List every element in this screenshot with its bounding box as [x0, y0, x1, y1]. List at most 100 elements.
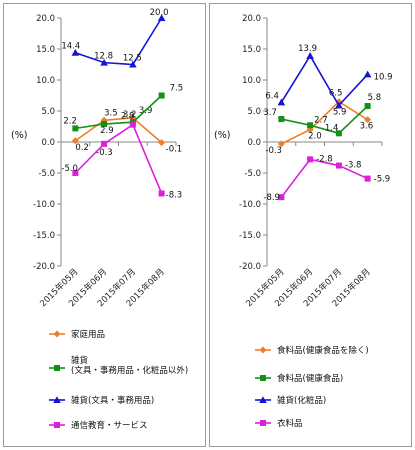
data-label: 7.5 [170, 84, 184, 94]
y-tick-label: 5.0 [41, 107, 55, 117]
y-tick-label: -5.0 [244, 169, 261, 179]
series-line [281, 100, 369, 145]
y-tick-label: -20.0 [33, 262, 55, 272]
y-tick-label: 10.0 [36, 76, 55, 86]
data-label: 10.9 [374, 72, 393, 82]
legend-label: 雑貨(化粧品) [277, 395, 326, 406]
data-point [278, 194, 285, 201]
series-line [74, 116, 163, 144]
legend-marker [53, 396, 61, 403]
legend-marker [260, 375, 266, 381]
data-point [306, 52, 314, 59]
series-line [280, 158, 368, 198]
legend-marker [259, 396, 267, 403]
data-label: 3.5 [104, 108, 118, 118]
data-label: 2.8 [121, 112, 135, 122]
data-point [71, 48, 80, 56]
y-tick-label: -20.0 [239, 262, 261, 272]
chart-panel-right: 20.0 15.0 10.0 5.0 0.0 -5.0 -10.0 -15.0 -20.0 (%)… [209, 3, 412, 447]
data-point [278, 116, 285, 123]
data-label: -0.3 [96, 148, 113, 158]
data-point [129, 60, 137, 68]
legend-label: 通信教育・サービス [71, 420, 148, 431]
data-label: -0.1 [166, 145, 183, 155]
data-point [72, 170, 79, 176]
data-label: 14.4 [61, 42, 80, 52]
y-tick-label: 0.0 [247, 138, 261, 148]
data-label: 20.0 [150, 8, 169, 18]
legend-label: 衣料品 [277, 418, 303, 429]
data-label: 6.4 [265, 91, 279, 101]
data-point [158, 139, 166, 147]
data-point [157, 14, 166, 21]
series-line [281, 105, 369, 135]
data-label: 2.7 [314, 115, 328, 125]
data-point [129, 121, 136, 128]
series-line [75, 17, 163, 66]
data-label: -8.3 [166, 190, 183, 200]
data-point [101, 121, 108, 128]
chart-panel-left: 20.0 15.0 10.0 5.0 0.0 -5.0 -10.0 -15.0 -20.0 (%)… [3, 3, 206, 447]
y-tick-label: -10.0 [239, 200, 261, 210]
y-axis-label: (%) [11, 130, 27, 141]
legend-label: 雑貨(文具・事務用品・化粧品以外) [71, 355, 188, 376]
data-point [335, 101, 343, 109]
y-tick-label: 15.0 [242, 45, 261, 55]
legend-label: 雑貨(文具・事務用品) [71, 395, 154, 406]
data-label: 2.0 [308, 132, 322, 142]
data-label: -5.9 [374, 175, 391, 185]
data-label: 12.5 [123, 54, 142, 64]
data-point [307, 156, 314, 163]
legend-marker [54, 365, 60, 371]
legend-label: 食料品(健康食品を除く) [277, 345, 369, 356]
y-tick-label: -15.0 [239, 231, 261, 241]
y-tick-label: 20.0 [36, 14, 55, 24]
data-label: 13.9 [298, 44, 317, 54]
data-point [277, 140, 285, 148]
legend-marker [260, 420, 266, 426]
y-tick-label: -10.0 [33, 200, 55, 210]
data-label: -2.8 [316, 154, 333, 164]
y-axis-label: (%) [214, 130, 230, 141]
data-label: 0.2 [75, 143, 89, 153]
data-point [307, 122, 314, 129]
data-label: 12.8 [94, 52, 113, 62]
data-label: 2.2 [63, 116, 77, 126]
data-label: -3.8 [345, 161, 362, 171]
y-tick-label: 5.0 [247, 107, 261, 117]
data-label: -5.0 [61, 164, 78, 174]
series-line [75, 94, 163, 130]
data-point [277, 98, 286, 106]
data-label: 3.6 [360, 122, 374, 132]
data-point [71, 137, 79, 145]
y-tick-label: -5.0 [38, 169, 55, 179]
data-point [364, 175, 371, 182]
legend-marker [54, 422, 60, 428]
data-point [101, 140, 108, 147]
data-label: 5.8 [368, 93, 382, 103]
chart-right: 20.0 15.0 10.0 5.0 0.0 -5.0 -10.0 -15.0 -20.0 (%)… [214, 14, 393, 429]
data-point [335, 130, 342, 137]
data-point [100, 58, 108, 66]
legend-marker [53, 330, 61, 338]
data-point [158, 92, 165, 99]
y-tick-label: 10.0 [242, 76, 261, 86]
legend-marker [259, 346, 267, 354]
y-tick-label: -15.0 [33, 231, 55, 241]
data-point [72, 125, 79, 132]
data-label: 1.4 [325, 123, 339, 133]
data-label: 6.5 [329, 89, 343, 99]
data-label: -0.3 [265, 146, 282, 156]
series-line [280, 54, 369, 107]
data-point [363, 70, 372, 78]
data-label: 3.7 [263, 108, 277, 118]
data-label: 3.2 [123, 110, 137, 120]
data-point [158, 190, 165, 197]
data-label: 2.9 [100, 126, 114, 136]
data-label: 5.9 [333, 107, 347, 117]
data-label: -8.9 [263, 193, 280, 203]
y-tick-label: 15.0 [36, 45, 55, 55]
y-tick-label: 0.0 [41, 138, 55, 148]
legend-label: 家庭用品 [71, 329, 105, 340]
data-point [364, 103, 371, 110]
